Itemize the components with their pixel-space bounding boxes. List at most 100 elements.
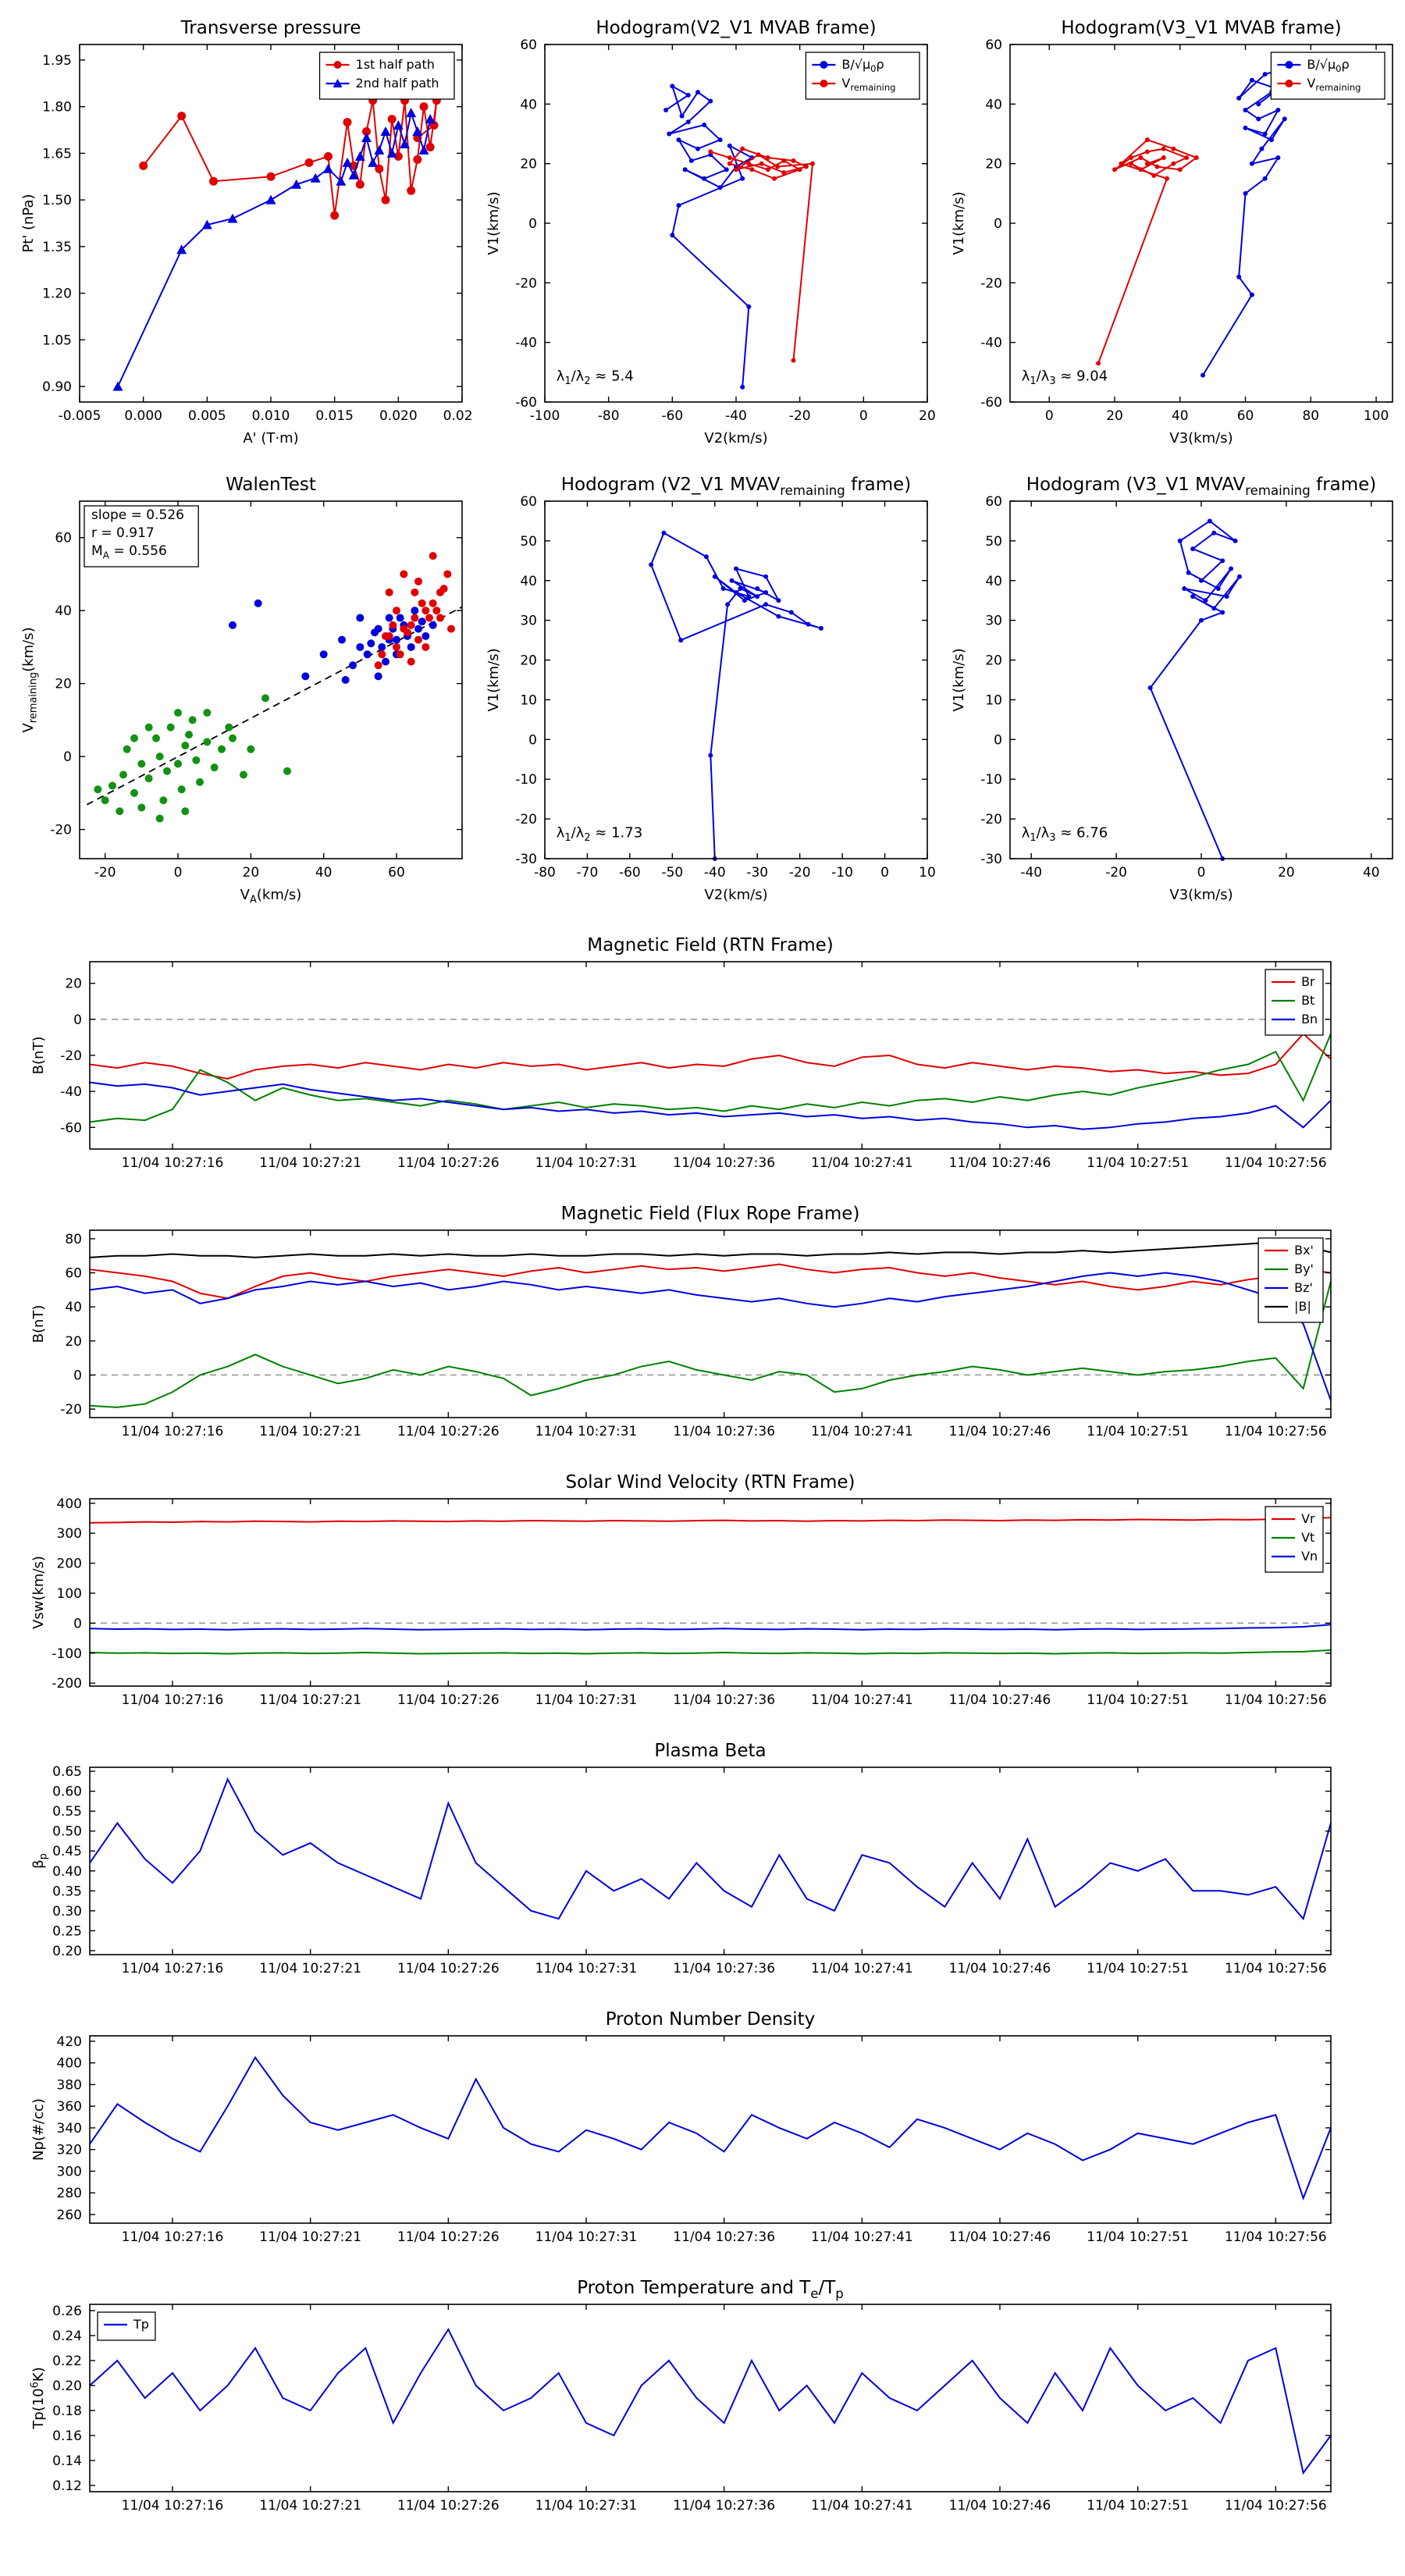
x-tick-label: 11/04 10:27:46 [949, 1424, 1051, 1439]
y-tick-label: 40 [65, 1300, 82, 1315]
series--b- [89, 1241, 1332, 1258]
axes-frame [79, 500, 463, 859]
x-tick-label: 40 [1172, 408, 1189, 424]
x-tick-label: -10 [831, 865, 853, 881]
y-tick-label: -20 [60, 1402, 82, 1418]
x-tick-label: -50 [661, 865, 683, 881]
chart-title: Magnetic Field (RTN Frame) [587, 935, 834, 955]
x-tick-label: 0.010 [252, 408, 290, 424]
y-tick-label: 320 [57, 2143, 82, 2158]
x-tick-label: 20 [919, 408, 936, 424]
y-tick-label: 0.30 [52, 1904, 82, 1920]
y-tick-label: 0 [528, 216, 537, 232]
y-tick-label: 300 [57, 2164, 82, 2179]
y-tick-label: 0.20 [52, 1944, 82, 1959]
x-tick-label: 60 [1237, 408, 1254, 424]
x-tick-label: 0 [174, 865, 183, 881]
x-tick-label: 20 [243, 865, 260, 881]
y-tick-label: 0.50 [52, 1824, 82, 1840]
y-tick-label: 0.25 [52, 1923, 82, 1939]
y-tick-label: 40 [985, 574, 1002, 589]
series-vn [89, 1624, 1332, 1631]
y-tick-label: 20 [985, 653, 1002, 669]
y-tick-label: 10 [520, 692, 537, 708]
y-tick-label: 20 [520, 653, 537, 669]
y-tick-label: 0.40 [52, 1864, 82, 1880]
legend-label: Vremaining [841, 76, 895, 93]
x-tick-label: -40 [1020, 865, 1042, 881]
x-tick-label: 11/04 10:27:16 [122, 1155, 224, 1171]
x-tick-label: 11/04 10:27:21 [259, 1961, 361, 1976]
y-tick-label: -20 [60, 1048, 82, 1064]
y-tick-label: -60 [515, 395, 537, 411]
x-tick-label: 11/04 10:27:21 [259, 2229, 361, 2245]
x-tick-label: 0.025 [443, 408, 473, 424]
x-tick-label: 11/04 10:27:46 [949, 1155, 1051, 1171]
y-tick-label: 0.35 [52, 1884, 82, 1899]
chart-hodogram-v2v1-mvav: -80 -70 -60 -50 -40 -30 -20 -10 0 10 -30 -20 -10 0 10 2… [473, 466, 938, 907]
annotation: λ1/λ3 ≈ 9.04 [1022, 368, 1108, 388]
series-2nd-half-path [112, 108, 436, 391]
chart-hodogram-v2v1-mvab: -100 -80 -60 -40 -20 0 20 -60 -40 -20 0 20 40 60 Hodog… [473, 9, 938, 450]
x-tick-label: -20 [789, 865, 811, 881]
chart-title: Hodogram(V3_V1 MVAB frame) [1061, 18, 1341, 38]
series-v-path [1147, 518, 1242, 861]
axes-frame [89, 2304, 1332, 2492]
y-tick-label: 0 [994, 732, 1002, 748]
chart-proton-density: 11/04 10:27:16 11/04 10:27:21 11/04 10:27:… [8, 2003, 1397, 2261]
x-axis-label: VA(km/s) [240, 887, 302, 906]
chart-hodogram-v3v1-mvav: -40 -20 0 20 40 -30 -20 -10 0 10 20 30 40 50 60 Hodogra… [938, 466, 1403, 907]
x-tick-label: -40 [725, 408, 747, 424]
x-tick-label: -20 [1105, 865, 1127, 881]
y-tick-label: 1.35 [42, 240, 72, 255]
x-tick-label: 11/04 10:27:36 [673, 2498, 775, 2514]
x-tick-label: 11/04 10:27:41 [811, 1424, 913, 1439]
series-np [89, 2055, 1332, 2201]
chart-solar-wind-velocity: 11/04 10:27:16 11/04 10:27:21 11/04 10:27:… [8, 1466, 1397, 1724]
y-axis-label: B(nT) [30, 1305, 47, 1343]
x-tick-label: 11/04 10:27:51 [1087, 1692, 1189, 1708]
plot-svg: -100 -80 -60 -40 -20 0 20 -60 -40 -20 0 20 40 60 Hodog… [486, 18, 936, 447]
x-tick-label: 0 [880, 865, 889, 881]
x-tick-label: 11/04 10:27:26 [397, 2498, 500, 2514]
y-tick-label: 60 [55, 531, 72, 546]
y-tick-label: -20 [515, 812, 537, 827]
legend-box [97, 2311, 156, 2341]
row-top: -0.005 0.000 0.005 0.010 0.015 0.020 0.025 0.90… [0, 9, 1405, 450]
axes-frame [89, 1498, 1332, 1687]
x-tick-label: 11/04 10:27:21 [259, 1424, 361, 1439]
y-tick-label: 100 [57, 1586, 82, 1602]
series-tp [89, 2327, 1332, 2475]
x-tick-label: 11/04 10:27:36 [673, 1424, 775, 1439]
y-tick-label: -60 [980, 395, 1002, 411]
y-tick-label: 20 [520, 157, 537, 173]
x-tick-label: 11/04 10:27:46 [949, 2229, 1051, 2245]
series-beta-p [89, 1777, 1332, 1921]
x-tick-label: 0.005 [188, 408, 226, 424]
y-tick-label: 60 [985, 494, 1002, 510]
x-tick-label: 11/04 10:27:16 [122, 1692, 224, 1708]
x-tick-label: 11/04 10:27:36 [673, 1961, 775, 1976]
x-tick-label: 11/04 10:27:31 [535, 1692, 638, 1708]
series-group [89, 2327, 1332, 2475]
y-tick-label: -10 [515, 772, 537, 788]
y-tick-label: 20 [65, 1334, 82, 1350]
legend-box [1257, 1237, 1324, 1323]
x-tick-label: -40 [704, 865, 726, 881]
x-tick-label: 11/04 10:27:31 [535, 1424, 638, 1439]
series-group [1096, 66, 1287, 378]
x-tick-label: 11/04 10:27:36 [673, 1692, 775, 1708]
x-tick-label: 60 [388, 865, 405, 881]
y-axis-label: V1(km/s) [951, 191, 967, 254]
x-axis-label: V3(km/s) [1169, 430, 1232, 447]
x-tick-label: 11/04 10:27:31 [535, 1155, 638, 1171]
x-tick-label: 100 [1364, 408, 1389, 424]
y-tick-label: 20 [65, 977, 82, 992]
y-tick-label: 30 [520, 614, 537, 629]
legend-label: Bn [1301, 1012, 1318, 1026]
x-tick-label: 11/04 10:27:41 [811, 1155, 913, 1171]
axes-frame [89, 2035, 1332, 2224]
plot-svg: 11/04 10:27:16 11/04 10:27:21 11/04 10:27:… [30, 1741, 1332, 1976]
y-tick-label: -30 [980, 852, 1002, 867]
legend-box [318, 52, 455, 100]
